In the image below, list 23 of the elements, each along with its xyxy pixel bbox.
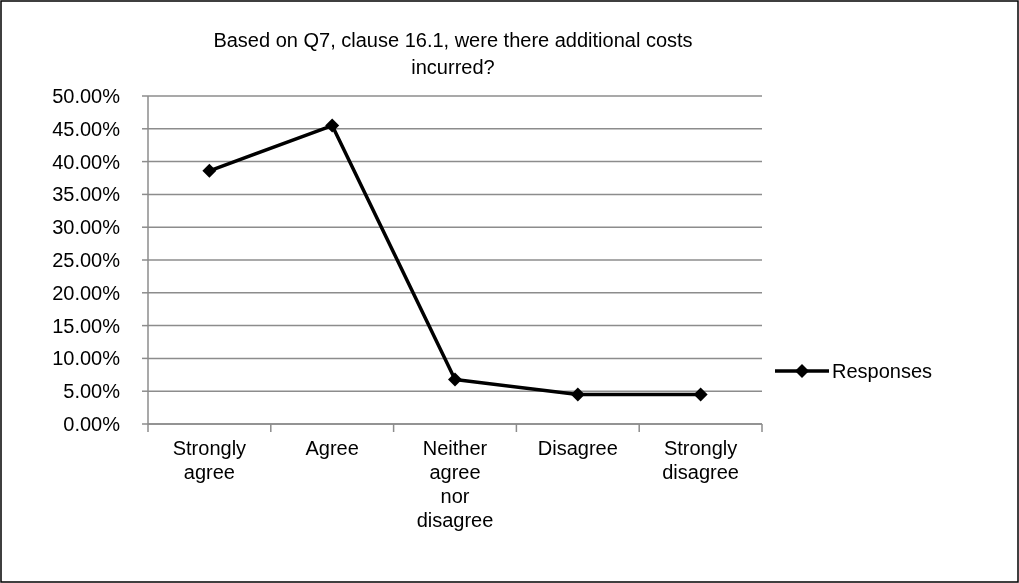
y-tick-label: 20.00%	[52, 281, 121, 304]
y-tick-label: 10.00%	[52, 347, 121, 370]
y-tick-label: 45.00%	[52, 117, 121, 140]
y-tick-label: 40.00%	[52, 150, 121, 173]
y-tick-label: 30.00%	[52, 216, 121, 239]
point	[325, 118, 340, 133]
point	[570, 387, 585, 402]
point	[693, 387, 708, 402]
legend-label: Responses	[832, 360, 933, 382]
x-tick-label: Neither agree nor disagree	[416, 437, 494, 531]
y-tick-label: 15.00%	[52, 314, 121, 337]
chart-title: Based on Q7, clause 16.1, were there additional costs incurred?	[213, 29, 693, 78]
y-tick-label: 0.00%	[63, 413, 121, 435]
point	[448, 372, 462, 387]
x-tick-label: Strongly disagree	[662, 437, 739, 483]
x-tick-label: Agree	[305, 437, 359, 459]
y-tick-label: 5.00%	[63, 380, 121, 403]
point	[202, 163, 217, 178]
x-tick-label: Strongly agree	[172, 437, 247, 483]
y-tick-label: 50.00%	[52, 85, 121, 107]
x-tick-label: Disagree	[537, 437, 618, 459]
y-tick-label: 35.00%	[52, 183, 121, 206]
y-tick-label: 25.00%	[52, 249, 121, 271]
